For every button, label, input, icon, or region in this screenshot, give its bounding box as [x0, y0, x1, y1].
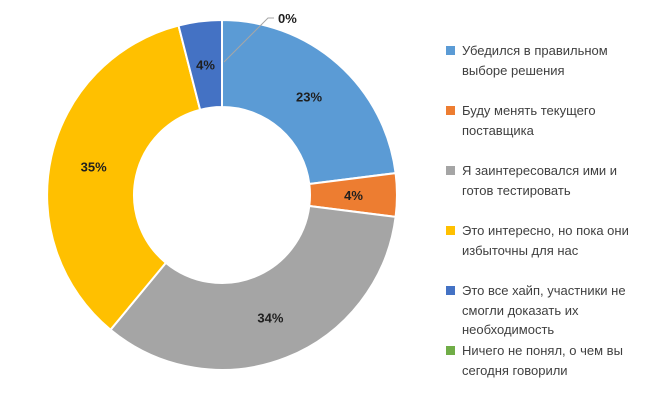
- donut-slice-4: [177, 18, 223, 112]
- legend-swatch: [446, 346, 455, 355]
- data-label-zero: 0%: [278, 11, 297, 26]
- legend-item: Ничего не понял, о чем вы сегодня говори…: [446, 341, 644, 401]
- legend-item: Я заинтересовался ими и готов тестироват…: [446, 161, 644, 221]
- legend-label: Я заинтересовался ими и готов тестироват…: [462, 163, 618, 198]
- legend-item: Буду менять текущего поставщика: [446, 101, 644, 161]
- donut-slice-3: [46, 24, 202, 332]
- legend-swatch: [446, 166, 455, 175]
- data-label: 34%: [257, 310, 283, 325]
- data-label: 23%: [296, 89, 322, 104]
- data-label: 4%: [344, 188, 363, 203]
- donut-slice-2: [109, 204, 397, 371]
- legend-label: Это все хайп, участники не смогли доказа…: [462, 283, 626, 337]
- legend-item: Убедился в правильном выборе решения: [446, 41, 644, 101]
- legend-swatch: [446, 226, 455, 235]
- legend-item: Это интересно, но пока они избыточны для…: [446, 221, 644, 281]
- legend: Убедился в правильном выборе решения Буду…: [446, 41, 644, 401]
- data-label: 35%: [81, 159, 107, 174]
- legend-label: Буду менять текущего поставщика: [462, 103, 596, 138]
- legend-swatch: [446, 46, 455, 55]
- legend-swatch: [446, 286, 455, 295]
- donut-chart: 23% 4% 34% 35% 4% 0%: [46, 11, 398, 371]
- legend-item: Это все хайп, участники не смогли доказа…: [446, 281, 644, 341]
- data-label: 4%: [196, 58, 215, 73]
- legend-label: Убедился в правильном выборе решения: [462, 43, 608, 78]
- legend-label: Ничего не понял, о чем вы сегодня говори…: [462, 343, 623, 378]
- leader-line: [223, 17, 274, 63]
- legend-swatch: [446, 106, 455, 115]
- legend-label: Это интересно, но пока они избыточны для…: [462, 223, 629, 258]
- donut-slice-0: [221, 18, 397, 186]
